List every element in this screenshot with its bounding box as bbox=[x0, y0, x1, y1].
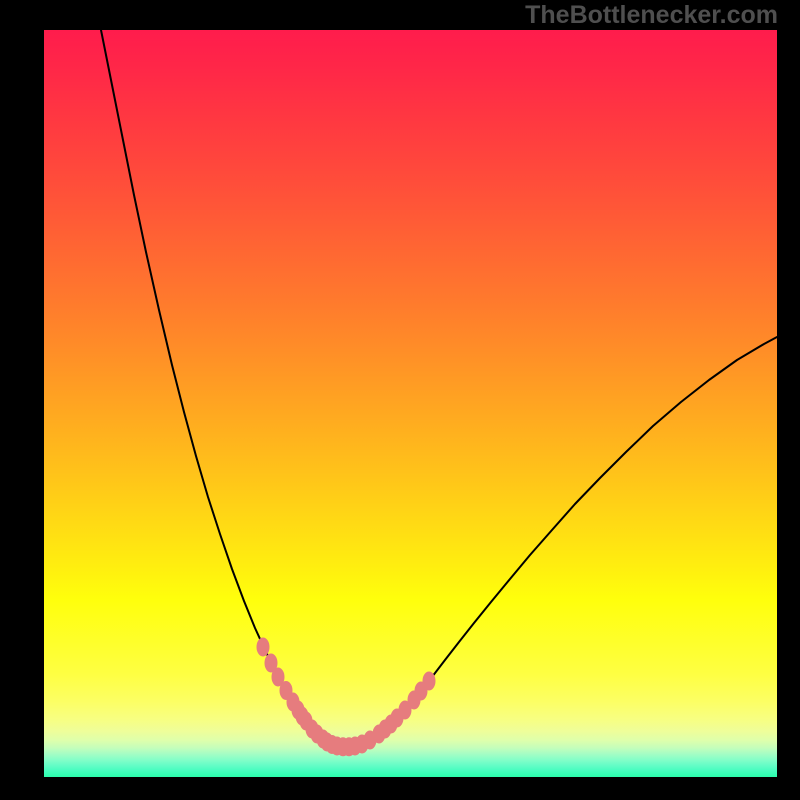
curve-path bbox=[101, 30, 777, 747]
curve-marker bbox=[257, 638, 269, 656]
curve-marker bbox=[423, 672, 435, 690]
plot-area bbox=[44, 30, 777, 777]
watermark-text: TheBottlenecker.com bbox=[525, 1, 778, 30]
stage: { "canvas": { "width": 800, "height": 80… bbox=[0, 0, 800, 800]
chart-svg bbox=[44, 30, 777, 777]
marker-group bbox=[257, 638, 435, 756]
